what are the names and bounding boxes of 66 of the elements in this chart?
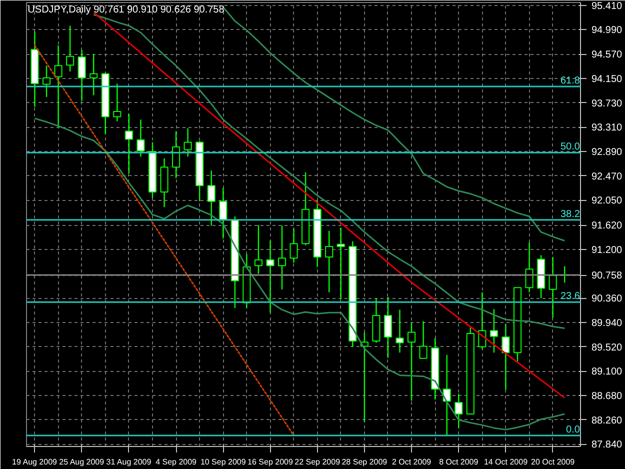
candlestick — [478, 292, 486, 350]
chart-title: USDJPY,Daily 90.761 90.910 90.626 90.758 — [28, 4, 225, 16]
y-tick-label: 87.840 — [592, 440, 623, 451]
y-tick-label: 88.680 — [592, 390, 623, 402]
y-tick-label: 94.990 — [592, 25, 623, 36]
candlestick — [548, 256, 557, 318]
annotation: 50.0 — [560, 142, 580, 153]
candlestick — [396, 309, 404, 354]
y-tick-label: 89.940 — [592, 318, 623, 329]
candlestick — [325, 230, 334, 293]
annotation: 61.8 — [560, 76, 580, 87]
x-tick-label: 14 Oct 2009 — [484, 458, 528, 466]
y-tick-label: 90.758 — [592, 270, 623, 282]
annotation: 0.0 — [566, 424, 580, 436]
annotation: 23.6 — [560, 291, 580, 302]
candlestick — [502, 324, 510, 390]
x-tick-label: 28 Sep 2009 — [342, 458, 388, 466]
x-tick-label: 2 Oct 2009 — [392, 458, 432, 466]
y-tick-label: 91.200 — [592, 244, 623, 256]
x-tick-label: 20 Oct 2009 — [531, 458, 576, 466]
y-tick-label: 92.470 — [592, 171, 623, 182]
candlestick — [408, 322, 416, 402]
candlestick — [207, 170, 216, 226]
candlestick — [124, 113, 133, 174]
y-tick-label: 95.410 — [592, 0, 623, 12]
x-tick-label: 8 Oct 2009 — [439, 458, 479, 466]
candlestick — [219, 187, 228, 240]
candlestick — [442, 354, 451, 436]
x-tick-label: 10 Sep 2009 — [200, 458, 246, 466]
y-tick-label: 93.310 — [592, 122, 623, 134]
candlestick — [278, 225, 286, 290]
y-tick-label: 92.050 — [592, 196, 623, 207]
x-tick-label: 22 Sep 2009 — [294, 458, 341, 466]
annotation: 38.2 — [560, 208, 580, 220]
x-tick-label: 19 Aug 2009 — [12, 458, 58, 466]
candlestick — [172, 130, 180, 179]
candlestick — [66, 25, 74, 72]
y-tick-label: 94.570 — [592, 50, 623, 61]
x-tick-label: 31 Aug 2009 — [106, 458, 152, 466]
candlestick — [419, 320, 428, 359]
candlestick — [454, 393, 463, 429]
y-tick-label: 94.150 — [592, 74, 623, 85]
y-tick-label: 89.100 — [592, 366, 623, 378]
candlestick — [266, 240, 274, 314]
y-tick-label: 92.890 — [592, 146, 623, 158]
x-tick-label: 25 Aug 2009 — [59, 458, 105, 466]
candlestick — [336, 227, 345, 300]
y-tick-label: 91.620 — [592, 220, 623, 232]
candlestick — [290, 228, 298, 264]
x-tick-label: 4 Sep 2009 — [156, 458, 198, 466]
candlestick — [525, 242, 534, 293]
x-tick-label: 16 Sep 2009 — [248, 458, 294, 466]
y-tick-label: 93.730 — [592, 98, 623, 110]
candlestick — [113, 83, 122, 122]
y-tick-label: 88.260 — [592, 415, 623, 426]
candlestick — [384, 296, 392, 358]
candlestick — [42, 65, 51, 98]
candlestick — [136, 118, 145, 158]
candlestick — [90, 53, 98, 96]
candlestick — [54, 44, 62, 128]
candlestick — [184, 128, 192, 158]
y-tick-label: 89.520 — [592, 342, 623, 354]
candlestick — [254, 224, 262, 274]
candlestick — [78, 49, 86, 102]
candlestick — [490, 308, 498, 354]
y-tick-label: 90.360 — [592, 294, 623, 305]
